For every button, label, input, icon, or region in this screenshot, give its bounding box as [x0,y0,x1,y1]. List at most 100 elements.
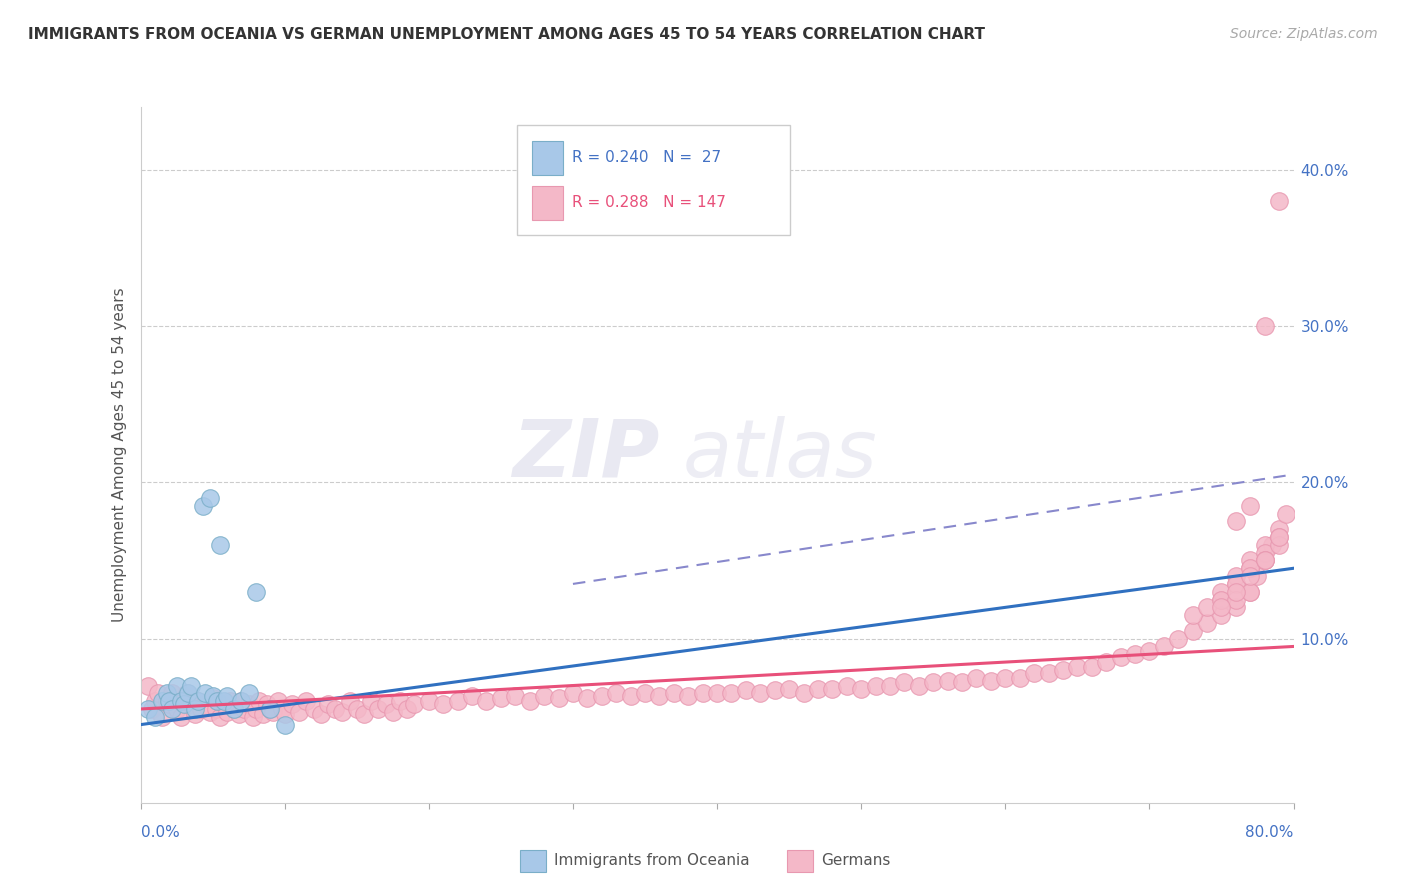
Point [662,686,685,700]
Point [821,681,844,696]
Point [404,698,426,712]
Point [1268,522,1291,536]
Text: R = 0.240   N =  27: R = 0.240 N = 27 [572,151,721,165]
Point [1254,546,1277,560]
Point [224,702,246,716]
Point [849,681,872,696]
Point [339,694,361,708]
Point [1225,577,1247,591]
Point [1239,561,1261,575]
Point [288,705,311,719]
Point [252,706,274,721]
Point [432,698,454,712]
Point [1239,584,1261,599]
Point [323,702,346,716]
Point [180,679,202,693]
Point [242,710,264,724]
Point [176,686,198,700]
Point [228,706,250,721]
Point [1239,584,1261,599]
Point [1123,647,1146,661]
Point [461,690,484,704]
Point [1052,663,1074,677]
Point [353,706,375,721]
Point [212,698,235,712]
Point [1268,530,1291,544]
Point [274,717,297,731]
Point [1211,584,1233,599]
Text: 80.0%: 80.0% [1246,825,1294,840]
Point [162,702,184,716]
Point [1268,530,1291,544]
Point [388,694,411,708]
Point [1239,499,1261,513]
Point [177,686,200,700]
Point [1211,592,1233,607]
Point [217,690,239,704]
Point [865,679,887,693]
Point [1239,553,1261,567]
Point [194,698,217,712]
Point [190,702,212,716]
Point [136,702,159,716]
Point [259,702,281,716]
Point [936,673,959,688]
Point [1225,592,1247,607]
Point [778,681,800,696]
Text: R = 0.288   N = 147: R = 0.288 N = 147 [572,195,725,211]
Point [346,702,368,716]
Point [184,702,207,716]
Point [1024,666,1046,681]
Point [170,710,193,724]
Point [619,690,641,704]
Point [893,675,915,690]
Point [191,499,214,513]
Point [259,702,281,716]
Point [1095,655,1118,669]
Text: 0.0%: 0.0% [141,825,180,840]
Point [591,690,613,704]
Point [503,690,526,704]
Point [204,702,226,716]
Point [360,694,382,708]
Point [735,683,758,698]
Point [266,694,288,708]
Point [166,702,188,716]
Point [295,694,318,708]
Point [489,691,512,706]
Point [143,694,166,708]
Point [143,710,166,724]
Point [150,694,173,708]
Point [1254,553,1277,567]
Point [146,686,169,700]
Point [212,694,235,708]
Point [1225,600,1247,615]
Point [201,691,224,706]
Point [374,698,396,712]
Point [447,694,470,708]
Point [1211,600,1233,615]
Point [634,686,657,700]
Point [562,686,585,700]
Point [835,679,858,693]
Point [396,702,419,716]
Point [187,694,209,708]
Point [247,694,270,708]
Point [233,702,256,716]
Point [1081,660,1104,674]
Point [1261,538,1284,552]
Point [1268,538,1291,552]
Point [367,702,389,716]
Point [1225,584,1247,599]
Point [519,694,541,708]
Point [205,694,228,708]
Point [316,698,339,712]
Point [194,686,217,700]
Point [208,538,231,552]
Point [187,694,209,708]
Point [1254,538,1277,552]
Point [173,698,195,712]
Point [245,584,267,599]
Point [605,686,627,700]
Point [309,706,332,721]
